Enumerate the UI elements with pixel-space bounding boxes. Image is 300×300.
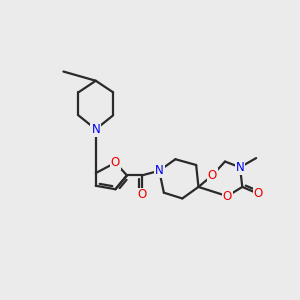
Text: N: N [236,161,244,174]
Text: O: O [111,156,120,169]
Text: O: O [223,190,232,203]
Text: O: O [254,187,263,200]
Text: O: O [208,169,217,182]
Text: N: N [92,123,100,136]
Text: N: N [155,164,164,177]
Text: O: O [137,188,146,202]
